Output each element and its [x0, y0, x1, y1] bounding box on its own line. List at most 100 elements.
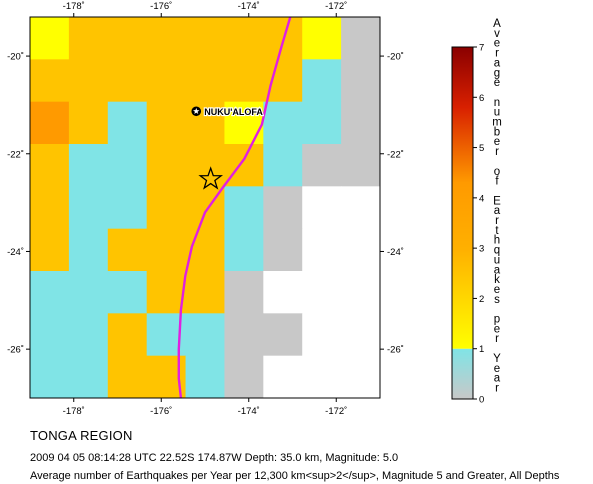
colorbar-title-letter: u — [494, 107, 500, 119]
grid-cell — [302, 313, 342, 357]
lat-label-right: -24˚ — [387, 247, 404, 258]
grid-cell — [341, 355, 381, 399]
lat-label-left: -22˚ — [7, 149, 24, 160]
colorbar-title-letter: A — [493, 18, 501, 30]
colorbar-title-letter: e — [494, 363, 500, 375]
grid-cell — [224, 101, 264, 145]
grid-cell — [224, 313, 264, 357]
plate-boundary-line — [177, 16, 292, 399]
lon-label-bottom: -176˚ — [150, 406, 172, 417]
grid-cell — [30, 17, 70, 60]
lat-label-right: -22˚ — [387, 149, 404, 160]
grid-cell — [146, 144, 187, 187]
colorbar-title-letter: v — [494, 28, 500, 40]
grid-cell — [68, 271, 109, 314]
lon-label-top: -172˚ — [325, 1, 347, 12]
colorbar-labels: 0 1 2 3 4 5 6 7 — [473, 43, 484, 406]
grid-cell — [263, 313, 303, 357]
grid-cell — [302, 59, 342, 103]
lat-label-right: -26˚ — [387, 345, 404, 356]
grid-cell — [68, 355, 109, 399]
grid-cell — [30, 144, 70, 187]
grid-cell — [68, 59, 109, 103]
lon-label-bottom: -178˚ — [63, 406, 85, 417]
colorbar-title-letter: m — [492, 117, 502, 129]
grid-cell — [68, 313, 109, 357]
grid-cell — [185, 59, 225, 103]
grid-cell — [68, 228, 109, 272]
colorbar-label: 7 — [479, 43, 484, 54]
grid-cell — [185, 355, 225, 399]
lon-label-top: -176˚ — [150, 1, 172, 12]
colorbar-title-letter: e — [494, 136, 500, 148]
region-title: TONGA REGION — [30, 428, 133, 443]
grid-cell — [107, 144, 148, 187]
grid-cell — [224, 17, 264, 60]
colorbar-band — [452, 47, 473, 349]
grid-cell — [341, 59, 381, 103]
grid-cell — [341, 271, 381, 314]
lon-label-top: -178˚ — [63, 1, 85, 12]
colorbar-title-letter: f — [495, 176, 499, 188]
grid-cell — [68, 144, 109, 187]
grid-cell — [263, 271, 303, 314]
seismicity-grid — [30, 17, 381, 399]
colorbar-swatches — [452, 47, 473, 399]
lat-label-left: -20˚ — [7, 52, 24, 63]
grid-cell — [302, 144, 342, 187]
grid-cell — [263, 144, 303, 187]
lon-label-top: -174˚ — [238, 1, 260, 12]
lat-label-left: -26˚ — [7, 345, 24, 356]
colorbar-title-letter: r — [495, 146, 499, 158]
colorbar-title-letter: r — [495, 382, 499, 394]
grid-cell — [224, 355, 264, 399]
grid-cell — [341, 186, 381, 230]
epicenter-star-icon — [198, 166, 224, 190]
grid-cell — [341, 101, 381, 145]
colorbar-title-letter: E — [493, 195, 501, 207]
grid-cell — [30, 101, 70, 145]
colorbar-label: 5 — [479, 143, 484, 154]
colorbar-label: 3 — [479, 244, 484, 255]
map-description: Average number of Earthquakes per Year p… — [30, 470, 560, 482]
colorbar-title-letter: e — [494, 77, 500, 89]
grid-cell — [146, 17, 187, 60]
colorbar-title-letter: r — [495, 215, 499, 227]
lon-label-bottom: -172˚ — [325, 406, 347, 417]
grid-cell — [224, 271, 264, 314]
colorbar-title-letter: e — [494, 38, 500, 50]
colorbar-label: 0 — [479, 395, 484, 406]
grid-cell — [146, 101, 187, 145]
grid-cell — [30, 271, 70, 314]
grid-cell — [341, 17, 381, 60]
grid-cell — [341, 144, 381, 187]
colorbar-title-letter: r — [495, 48, 499, 60]
map-ticks: -178˚ -178˚ -176˚ -176˚ -174˚ -174˚ -172˚ -172˚… — [7, 1, 404, 417]
grid-cell — [302, 271, 342, 314]
grid-cell — [263, 59, 303, 103]
colorbar-title-letter: a — [494, 205, 501, 217]
grid-cell — [341, 228, 381, 272]
lat-label-right: -20˚ — [387, 52, 404, 63]
colorbar-title-letter: a — [494, 57, 501, 69]
map-frame — [29, 16, 381, 399]
grid-cell — [107, 17, 148, 60]
grid-cell — [146, 271, 187, 314]
colorbar-title-letter: q — [494, 245, 500, 257]
grid-cell — [107, 313, 148, 357]
grid-cell — [341, 313, 381, 357]
grid-cell — [263, 228, 303, 272]
grid-cell — [30, 355, 70, 399]
grid-cell — [302, 355, 342, 399]
grid-cell — [146, 59, 187, 103]
grid-cell — [224, 144, 264, 187]
grid-cell — [146, 228, 187, 272]
colorbar-label: 1 — [479, 344, 484, 355]
grid-cell — [30, 313, 70, 357]
colorbar-title-letter: n — [494, 97, 500, 109]
grid-cell — [107, 101, 148, 145]
colorbar-title-letter: a — [494, 264, 501, 276]
grid-cell — [302, 101, 342, 145]
